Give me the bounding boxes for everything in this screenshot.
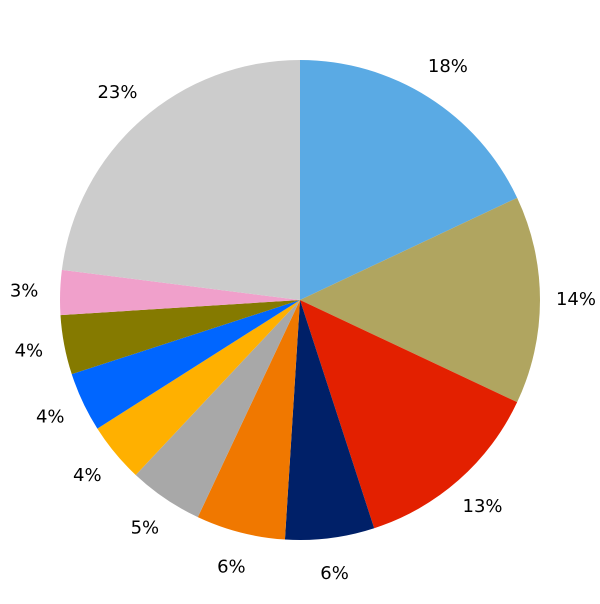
slice-label: 5% [131, 517, 160, 538]
slice-label: 14% [556, 289, 596, 310]
slice-label: 4% [73, 465, 102, 486]
slice-label: 4% [15, 341, 44, 362]
pie-slice [97, 300, 300, 475]
slice-label: 6% [320, 563, 349, 584]
slice-label: 23% [97, 82, 137, 103]
slice-label: 6% [217, 556, 246, 577]
pie-slice [300, 300, 518, 529]
slice-label: 4% [36, 407, 65, 428]
slice-label: 18% [428, 56, 468, 77]
pie-slice [284, 300, 375, 541]
pie-slice [59, 269, 300, 316]
slice-label: 3% [10, 280, 39, 301]
pie-slice [197, 300, 300, 540]
pie-slice [61, 60, 300, 300]
pie-slice [300, 60, 518, 300]
pie-slice [135, 300, 300, 518]
pie-slice [300, 197, 540, 403]
pie-slice [71, 300, 301, 429]
slice-label: 13% [463, 496, 503, 517]
pie-slice [60, 300, 300, 375]
